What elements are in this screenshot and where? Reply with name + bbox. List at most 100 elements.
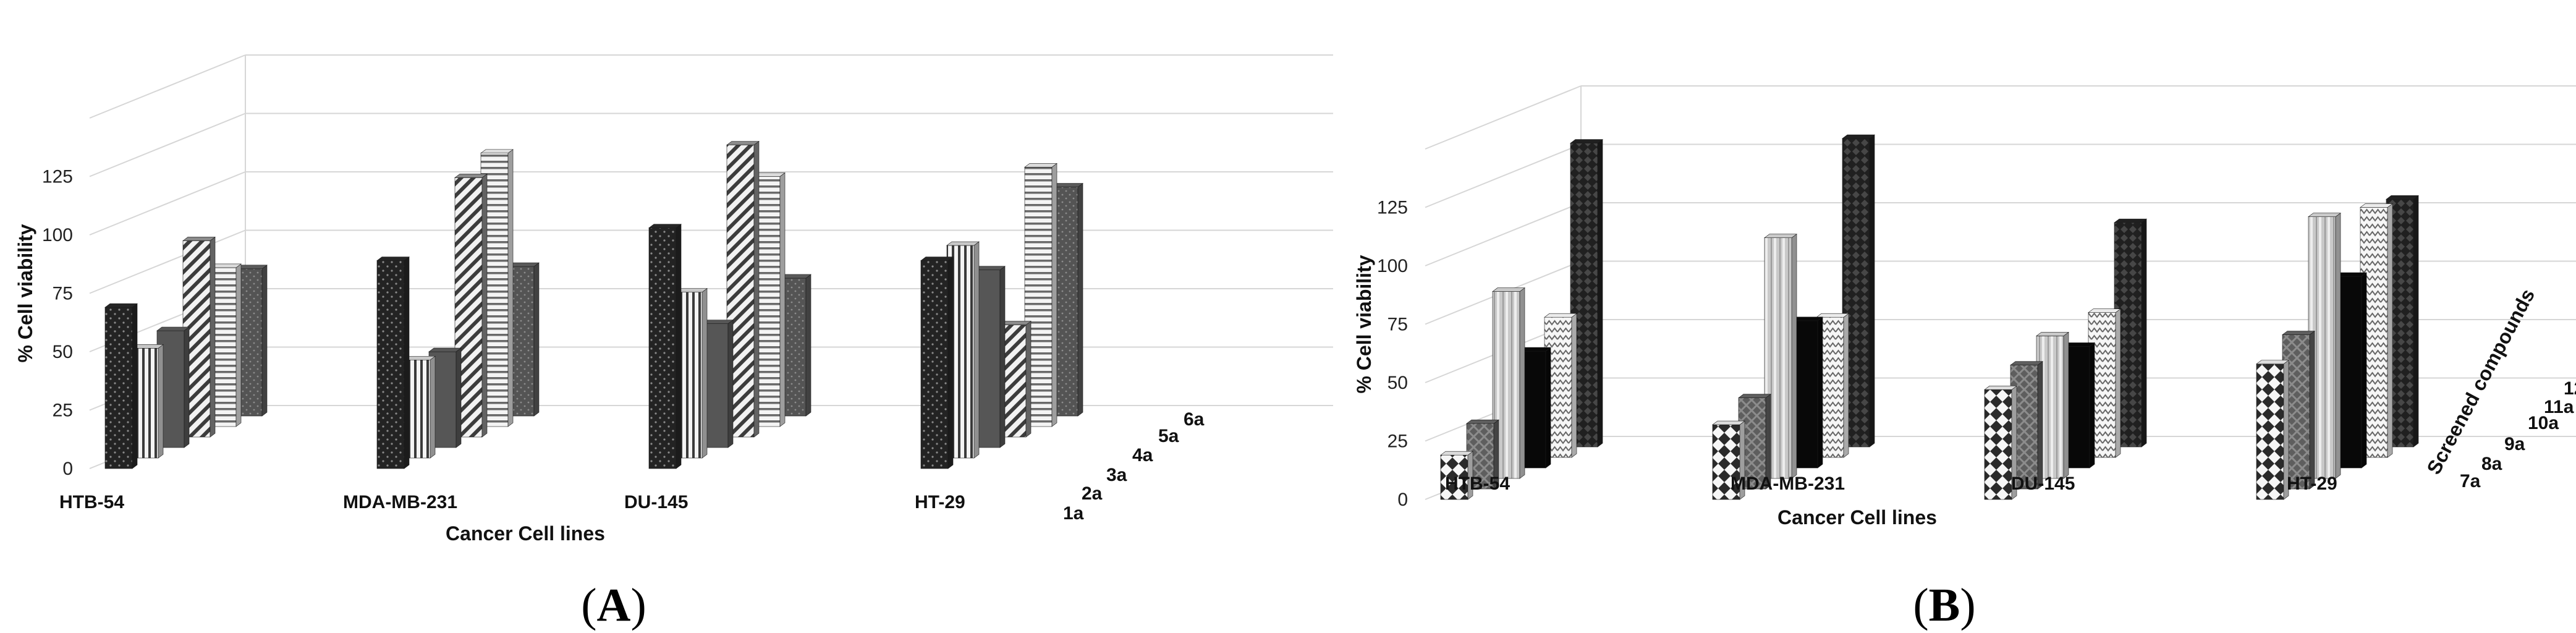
- panel-a-bar-side: [1077, 182, 1083, 417]
- panel-a-bar-side: [261, 265, 268, 417]
- panel-b-category-label: HTB-54: [1445, 474, 1510, 494]
- panel-b-bar-top: [2386, 195, 2419, 200]
- panel-a-series-label: 6a: [1184, 409, 1205, 430]
- panel-a-y-tick-label: 50: [53, 342, 73, 362]
- panel-b-bar-side: [2413, 195, 2419, 448]
- panel-a-bar-front: [920, 260, 949, 469]
- panel-a-bar-top: [920, 257, 954, 261]
- panel-a-y-tick-label: 25: [53, 401, 73, 421]
- panel-a-bar-top: [480, 149, 514, 154]
- panel-a-bar-top: [726, 141, 760, 145]
- panel-a-bar-1a-0: [104, 303, 138, 469]
- panel-a-gridline-side: [89, 113, 246, 177]
- panel-b-bar-side: [1843, 313, 1849, 458]
- panel-b-bar-top: [2360, 203, 2393, 208]
- panel-a-bar-side: [947, 256, 954, 469]
- panel-a-bar-side: [158, 344, 164, 459]
- panel-a-category-label: HTB-54: [59, 492, 124, 512]
- panel-a-bar-top: [104, 303, 138, 308]
- panel-a-bar-side: [676, 224, 682, 469]
- panel-a-bar-side: [533, 262, 540, 417]
- panel-a-bar-top: [648, 224, 682, 228]
- panel-a-bar-side: [753, 140, 760, 438]
- panel-a-bar-side: [235, 263, 242, 427]
- panel-b-bar-top: [1544, 313, 1577, 318]
- panel-b-bar-7a-1: [1712, 420, 1745, 500]
- panel-b-bar-side: [2115, 308, 2121, 458]
- panel-b-bar-top: [2114, 218, 2147, 223]
- panel-b-gridline-side: [1425, 202, 1582, 266]
- panel-a-category-label: MDA-MB-231: [343, 492, 457, 512]
- panel-b-bar-top: [1984, 386, 2017, 390]
- panel-b-bar-side: [1519, 287, 1525, 479]
- panel-a-bar-side: [210, 236, 216, 438]
- panel-a-bar-top: [946, 241, 980, 246]
- panel-b-y-tick-label: 125: [1377, 198, 1408, 218]
- panel-b-series-label: 10a: [2528, 413, 2559, 433]
- panel-a-bar-side: [184, 326, 190, 448]
- panel-a-bar-side: [430, 355, 436, 459]
- panel-a-letter: A: [597, 579, 631, 631]
- panel-a-bar-side: [805, 274, 811, 417]
- panel-b-bar-front: [1712, 424, 1740, 500]
- panel-a-series-label: 2a: [1082, 483, 1103, 504]
- panel-a-gridline-side: [89, 171, 246, 236]
- panel-a-gridline-side: [89, 54, 246, 119]
- panel-b-bar-top: [1712, 420, 1745, 425]
- panel-b-bar-side: [2361, 272, 2367, 469]
- panel-b-bar-top: [2282, 331, 2315, 335]
- panel-a-bar-1a-2: [648, 224, 682, 469]
- panel-b-series-label: 12a: [2564, 378, 2576, 399]
- panel-b-bar-top: [1440, 451, 1473, 456]
- panel-a-bar-top: [376, 257, 410, 261]
- panel-b-bar-side: [1571, 313, 1577, 458]
- panel-b-bar-front: [1984, 389, 2012, 500]
- panel-b-bar-top: [1764, 234, 1797, 238]
- panel-b-bar-side: [2037, 361, 2043, 490]
- panel-b-gridline-side: [1425, 85, 1582, 150]
- panel-a-bar-front: [376, 260, 405, 469]
- panel-a-bar-side: [973, 241, 980, 459]
- panel-a-bar-top: [454, 174, 488, 178]
- panel-a-y-axis-title: % Cell viability: [14, 224, 36, 362]
- panel-b-y-tick-label: 0: [1397, 490, 1408, 510]
- panel-a-series-label: 5a: [1158, 426, 1179, 446]
- panel-a-series-label: 3a: [1106, 465, 1127, 485]
- panel-b-label: (B): [1913, 579, 1975, 631]
- panel-b-bar-side: [2309, 330, 2315, 490]
- panel-b-bar-front: [2256, 363, 2284, 500]
- panel-b-y-tick-label: 25: [1388, 431, 1408, 452]
- panel-b-series-label: 7a: [2460, 471, 2481, 491]
- panel-a-chart: 0 25 50 75 100 125 HTB-54 MDA-MB-231 DU-145 HT-29…: [14, 54, 1333, 545]
- panel-a-bar-side: [1025, 320, 1032, 438]
- panel-a-bar-side: [132, 303, 138, 469]
- panel-a-bar-side: [404, 256, 410, 469]
- panel-b-bar-side: [2335, 213, 2341, 479]
- panel-b-bar-7a-2: [1984, 385, 2017, 500]
- panel-b-y-tick-label: 75: [1388, 315, 1408, 335]
- panel-b-bar-side: [2089, 342, 2095, 469]
- panel-a-bar-1a-1: [376, 256, 410, 469]
- panel-a-bar-side: [455, 347, 462, 448]
- panel-a-gridline-side: [89, 229, 246, 294]
- panel-b-bar-top: [2036, 332, 2069, 336]
- panel-a-bar-side: [727, 320, 734, 448]
- panel-a-bar-front: [104, 307, 133, 469]
- panel-a-bar-front: [648, 227, 677, 469]
- panel-b-x-axis-title: Cancer Cell lines: [1777, 506, 1937, 529]
- panel-b-bar-7a-3: [2256, 360, 2289, 500]
- panel-b-y-axis-title: % Cell viability: [1353, 255, 1375, 393]
- panel-a-category-label: DU-145: [624, 492, 688, 512]
- panel-a-category-label: HT-29: [915, 492, 965, 512]
- panel-b-y-tick-label: 100: [1377, 256, 1408, 276]
- panel-a-bar-top: [182, 237, 216, 241]
- panel-b-gridline-side: [1425, 143, 1582, 208]
- panel-b-series-label: 9a: [2504, 434, 2525, 454]
- panel-b-bar-top: [2010, 361, 2043, 365]
- panel-b-bar-side: [2063, 331, 2069, 479]
- panel-a-bar-top: [428, 347, 462, 352]
- panel-a-x-axis-title: Cancer Cell lines: [446, 522, 605, 545]
- panel-a-y-tick-label: 0: [62, 459, 73, 479]
- panel-b-y-tick-label: 50: [1388, 373, 1408, 393]
- panel-a-y-tick-label: 100: [42, 225, 73, 245]
